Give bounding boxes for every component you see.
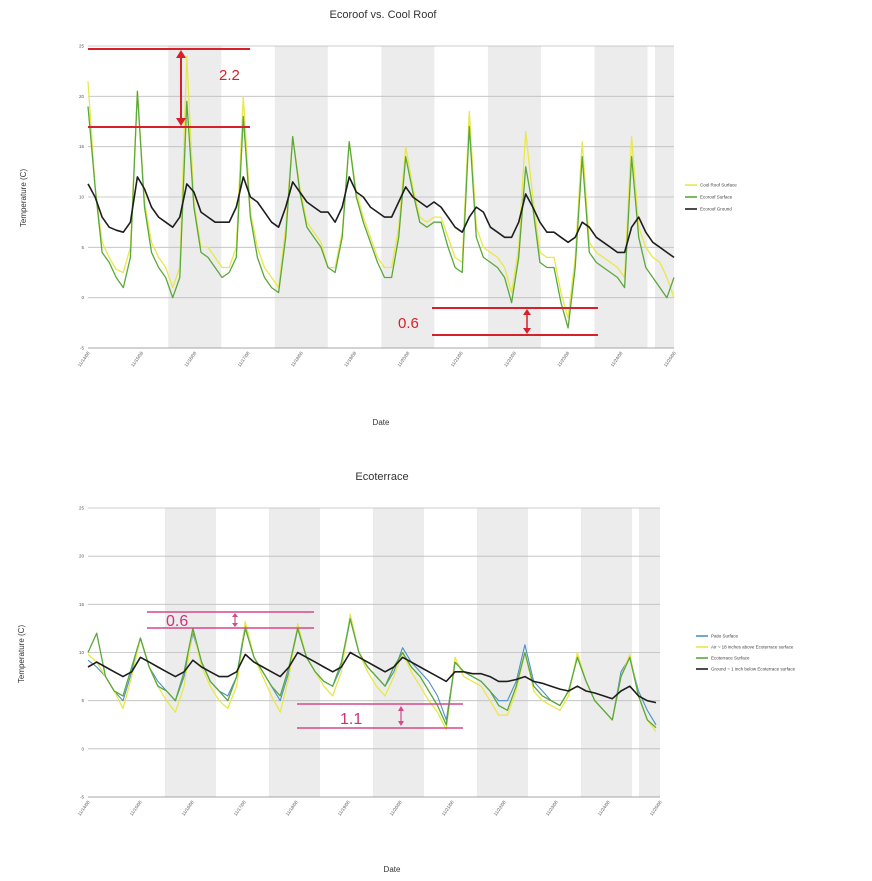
annotation-arrow-head-down [398, 721, 404, 726]
y-tick-label: 0 [81, 746, 84, 751]
series-line-ecoroof-surface [87, 90, 675, 329]
annotation-arrow-head-down [232, 623, 238, 627]
x-tick-label: 11/19/08 [343, 350, 357, 367]
series-lines [87, 613, 657, 732]
legend-entry: Ecoroof Ground [700, 207, 732, 212]
annotation-2-2: 2.2 [88, 48, 250, 128]
y-tick-label: -5 [80, 346, 84, 351]
annotation-arrow-head-up [523, 309, 531, 315]
x-tick-label: 11/18/08 [285, 799, 299, 816]
x-tick-label: 11/14/08 [77, 799, 91, 816]
x-tick-label: 11/16/08 [183, 350, 197, 367]
x-tick-label: 11/20/08 [397, 350, 411, 367]
x-tick-label: 11/19/08 [337, 799, 351, 816]
y-tick-label: 0 [81, 295, 84, 300]
x-tick-label: 11/21/08 [441, 799, 455, 816]
x-tick-label: 11/24/08 [597, 799, 611, 816]
x-tick-label: 11/24/08 [610, 350, 624, 367]
x-tick-label: 11/22/08 [503, 350, 517, 367]
legend-entry: Patio Surface [711, 634, 739, 639]
y-tick-label: 20 [79, 554, 85, 559]
x-tick-label: 11/20/08 [389, 799, 403, 816]
x-tick-labels: 11/14/08 11/15/08 11/16/08 11/17/08 11/18/08… [77, 799, 663, 816]
gridlines [88, 507, 660, 798]
annotation-arrow-head-down [523, 328, 531, 334]
annotation-arrow-head-up [398, 706, 404, 711]
y-tick-label: 15 [79, 602, 85, 607]
annotation-arrow-head-up [232, 613, 238, 617]
y-tick-label: 15 [79, 144, 85, 149]
x-tick-label: 11/15/08 [129, 799, 143, 816]
legend-entry: Cool Roof Surface [700, 183, 737, 188]
x-tick-label: 11/16/08 [181, 799, 195, 816]
annotation-arrow-head-down [176, 118, 186, 126]
y-tick-label: 25 [79, 44, 85, 49]
x-tick-label: 11/22/08 [493, 799, 507, 816]
x-tick-label: 11/21/08 [450, 350, 464, 367]
chart-ecoterrace: Ecoterrace 25 20 15 10 5 0 -5 11/14/08 11/15/08… [17, 471, 796, 874]
legend-entry: Ecoroof Surface [700, 195, 733, 200]
x-tick-label: 11/17/08 [237, 350, 251, 367]
x-tick-label: 11/23/08 [545, 799, 559, 816]
legend-entry: Ground ~ 1 inch below Ecoterrace surface [711, 667, 796, 672]
x-tick-label: 11/23/08 [556, 350, 570, 367]
x-tick-label: 11/17/08 [233, 799, 247, 816]
y-tick-labels: 25 20 15 10 5 0 -5 [79, 44, 85, 351]
series-lines [87, 55, 675, 329]
y-tick-label: 25 [79, 506, 85, 511]
legend-entry: Air ~ 18 inches above Ecoterrace surface [711, 645, 794, 650]
legend-entry: Ecoterrace Surface [711, 656, 750, 661]
legend: Patio Surface Air ~ 18 inches above Ecote… [696, 634, 796, 672]
x-axis-title: Date [384, 865, 401, 874]
y-tick-label: 5 [81, 698, 84, 703]
annotation-label: 2.2 [219, 67, 240, 84]
y-tick-labels: 25 20 15 10 5 0 -5 [79, 506, 85, 800]
x-axis-title: Date [373, 418, 390, 427]
annotation-1-1: 1.1 [297, 703, 463, 729]
chart-title: Ecoroof vs. Cool Roof [330, 9, 438, 21]
annotation-0-6: 0.6 [398, 307, 598, 336]
y-tick-label: 10 [79, 195, 85, 200]
y-axis-title: Temperature (C) [17, 625, 26, 684]
y-tick-label: -5 [80, 795, 84, 800]
x-tick-label: 11/25/08 [649, 799, 663, 816]
annotation-label: 1.1 [340, 711, 362, 728]
annotation-label: 0.6 [398, 315, 419, 332]
x-tick-label: 11/18/08 [290, 350, 304, 367]
chart-ecoroof-vs-cool-roof: Ecoroof vs. Cool Roof 25 20 15 10 5 0 -5 11/14… [19, 9, 737, 427]
series-line-ground-1-inch-below-ecoterrace-surface [87, 651, 657, 704]
chart-title: Ecoterrace [355, 471, 408, 483]
annotation-arrow-head-up [176, 50, 186, 58]
x-tick-labels: 11/14/08 11/15/08 11/16/08 11/17/08 11/18/08… [77, 350, 677, 367]
legend: Cool Roof Surface Ecoroof Surface Ecoroof … [685, 183, 737, 212]
series-line-ecoterrace-surface [87, 618, 657, 729]
y-tick-label: 20 [79, 94, 85, 99]
annotation-label: 0.6 [166, 613, 188, 630]
series-line-cool-roof-surface [87, 55, 675, 319]
annotation-0-6: 0.6 [147, 611, 314, 630]
series-line-ecoroof-ground [87, 176, 675, 259]
y-tick-label: 5 [81, 245, 84, 250]
y-tick-label: 10 [79, 650, 85, 655]
x-tick-label: 11/15/08 [130, 350, 144, 367]
y-axis-title: Temperature (C) [19, 169, 28, 228]
x-tick-label: 11/25/08 [663, 350, 677, 367]
x-tick-label: 11/14/08 [77, 350, 91, 367]
series-line-air-18-inches-above-ecoterrace-surface [87, 613, 657, 732]
